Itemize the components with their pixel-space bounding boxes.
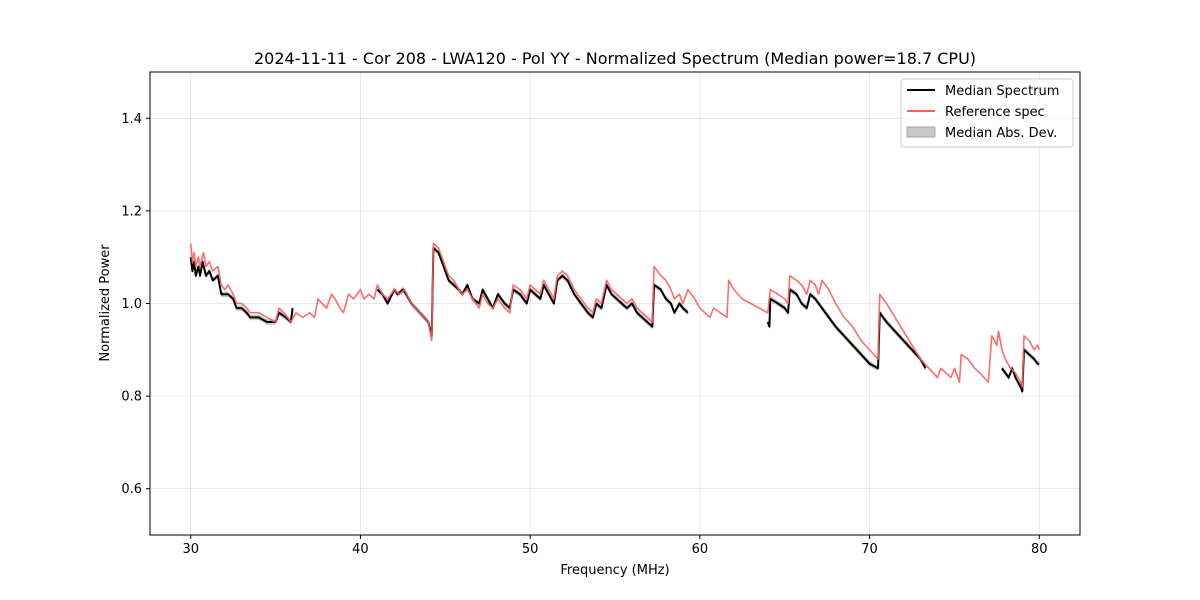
- legend-reference-label: Reference spec: [945, 105, 1045, 120]
- legend-median-label: Median Spectrum: [945, 84, 1059, 99]
- mad-band-segment: [190, 254, 293, 325]
- x-tick-label: 80: [1031, 542, 1048, 557]
- x-tick-label: 60: [692, 542, 709, 557]
- x-tick-label: 30: [182, 542, 199, 557]
- chart-title: 2024-11-11 - Cor 208 - LWA120 - Pol YY -…: [254, 49, 976, 68]
- y-tick-label: 1.4: [121, 112, 142, 127]
- legend-mad-label: Median Abs. Dev.: [945, 126, 1057, 141]
- y-tick-label: 1.2: [121, 204, 142, 219]
- y-axis-label: Normalized Power: [98, 244, 113, 362]
- tick-layer: 30 40 50 60 70 80 0.6 0.8 1.0 1.2 1.4: [121, 112, 1047, 557]
- legend-box: [900, 78, 1074, 148]
- series-layer: [189, 242, 1041, 393]
- x-tick-label: 70: [861, 542, 878, 557]
- reference-spectrum-line: [189, 242, 1041, 388]
- y-tick-label: 0.6: [121, 482, 142, 497]
- x-axis-label: Frequency (MHz): [560, 563, 669, 578]
- y-tick-label: 1.0: [121, 297, 142, 312]
- median-spectrum-line: [1001, 348, 1040, 393]
- y-tick-label: 0.8: [121, 390, 142, 405]
- legend: Median Spectrum Reference spec Median Ab…: [900, 78, 1074, 148]
- x-tick-label: 40: [352, 542, 369, 557]
- median-spectrum-line: [766, 288, 927, 370]
- legend-mad-swatch: [906, 126, 936, 138]
- x-tick-label: 50: [522, 542, 539, 557]
